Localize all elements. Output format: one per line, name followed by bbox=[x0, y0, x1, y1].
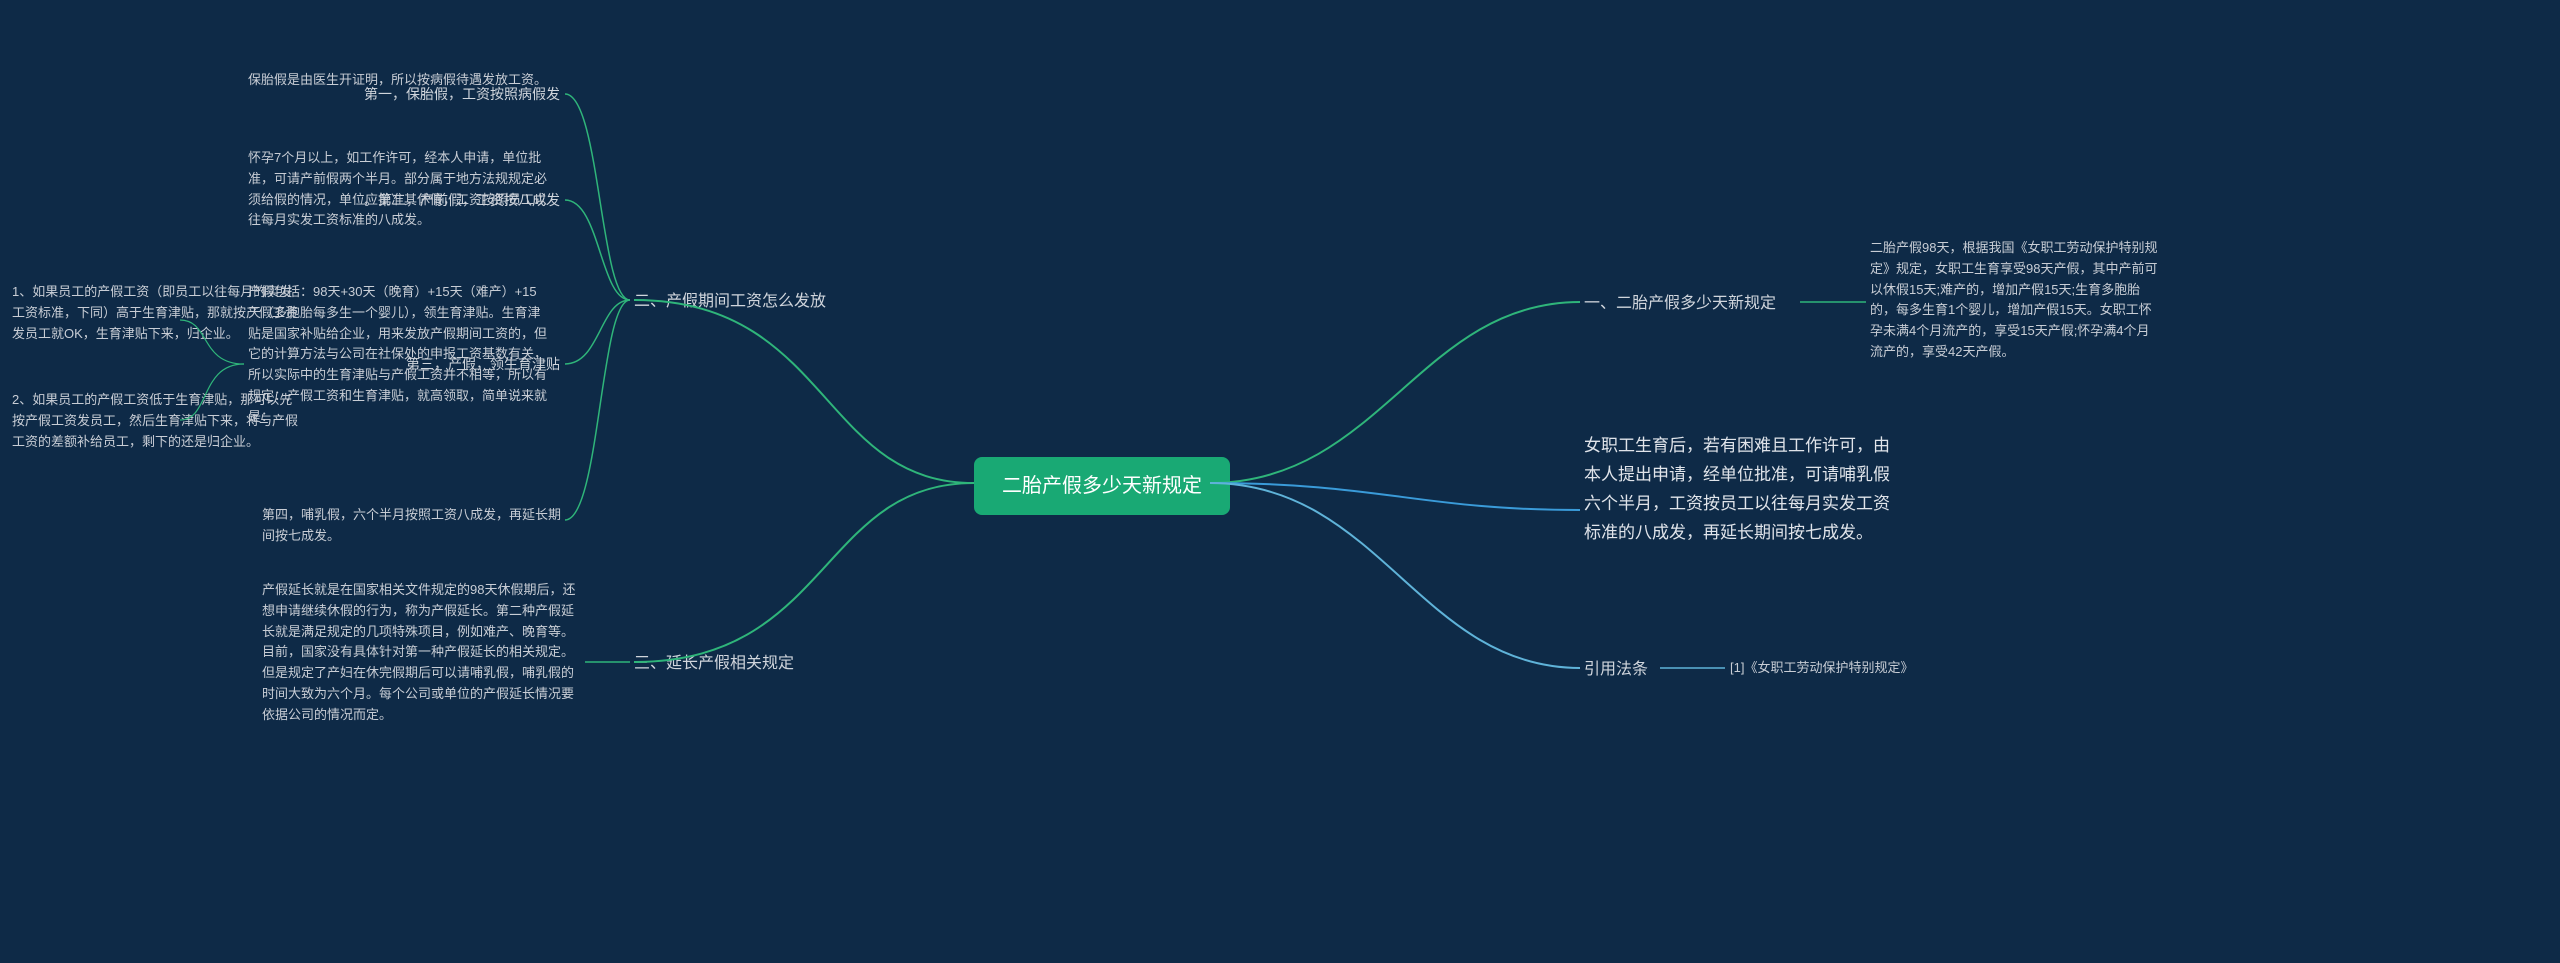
branch-right-3: 引用法条 bbox=[1584, 658, 1648, 682]
branch-left-2: 三、延长产假相关规定 bbox=[634, 652, 794, 676]
branch-right-1: 一、二胎产假多少天新规定 bbox=[1584, 292, 1776, 316]
branch-right-2: 女职工生育后，若有困难且工作许可，由本人提出申请，经单位批准，可请哺乳假六个半月… bbox=[1584, 432, 1894, 548]
detail-right-1: 二胎产假98天，根据我国《女职工劳动保护特别规定》规定，女职工生育享受98天产假… bbox=[1870, 238, 2160, 363]
detail-left-2: 产假延长就是在国家相关文件规定的98天休假期后，还想申请继续休假的行为，称为产假… bbox=[262, 580, 582, 726]
detail-right-3: [1]《女职工劳动保护特别规定》 bbox=[1730, 658, 1913, 679]
sub-left-1-4: 第四，哺乳假，六个半月按照工资八成发，再延长期间按七成发。 bbox=[262, 505, 562, 547]
detail-left-1-3a: 1、如果员工的产假工资（即员工以往每月的实发工资标准，下同）高于生育津贴，那就按… bbox=[12, 282, 302, 344]
connector-lines bbox=[0, 0, 2560, 963]
detail-left-1-2: 怀孕7个月以上，如工作许可，经本人申请，单位批准，可请产前假两个半月。部分属于地… bbox=[248, 148, 548, 231]
root-node: 二胎产假多少天新规定 bbox=[974, 457, 1230, 515]
detail-left-1-3b: 2、如果员工的产假工资低于生育津贴，那可以先按产假工资发员工，然后生育津贴下来，… bbox=[12, 390, 302, 452]
branch-left-1: 二、产假期间工资怎么发放 bbox=[634, 290, 826, 314]
detail-left-1-1: 保胎假是由医生开证明，所以按病假待遇发放工资。 bbox=[248, 70, 548, 91]
